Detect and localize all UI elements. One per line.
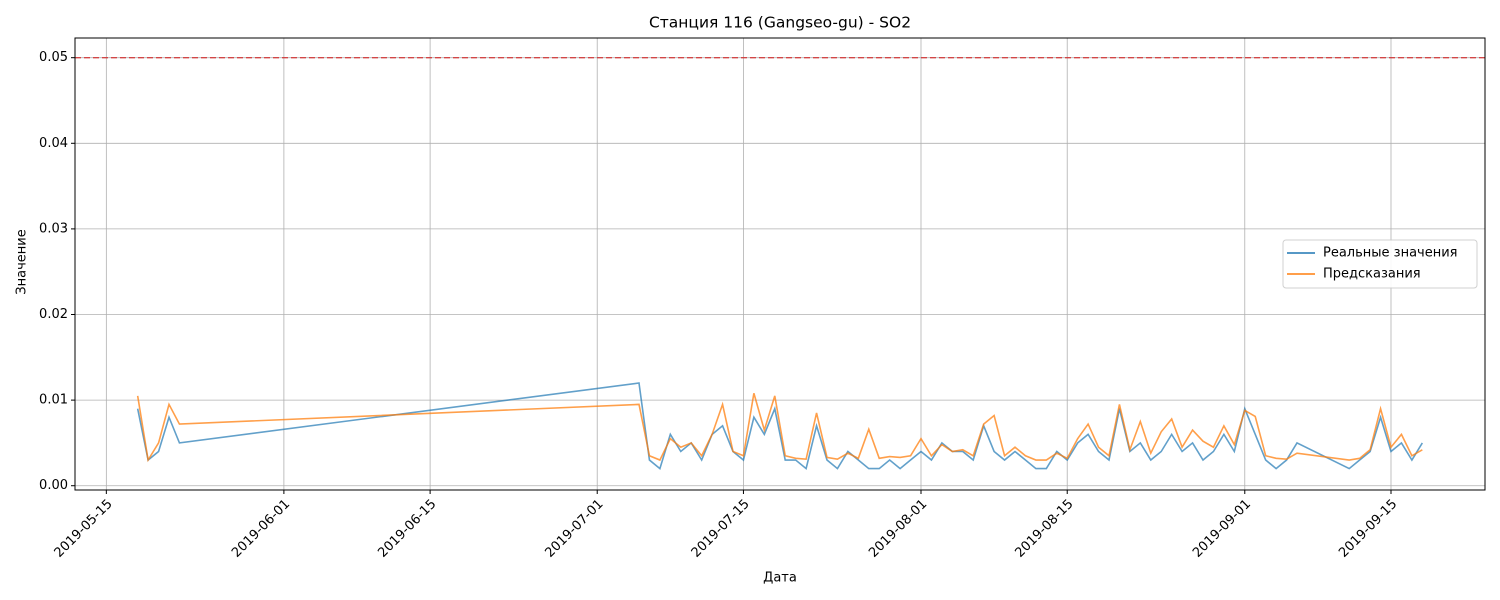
legend-label: Предсказания (1323, 267, 1421, 282)
x-tick-label: 2019-06-01 (229, 497, 293, 561)
legend: Реальные значения Предсказания (1282, 239, 1478, 289)
x-tick-label: 2019-09-15 (1336, 497, 1400, 561)
y-tick-label: 0.04 (39, 136, 68, 151)
legend-box (1282, 239, 1478, 289)
y-tick-label: 0.02 (39, 307, 68, 322)
y-axis-label: Значение (15, 229, 30, 294)
plot-frame (74, 37, 1486, 491)
x-tick-label: 2019-08-15 (1012, 497, 1076, 561)
series-line (136, 393, 1423, 463)
legend-label: Реальные значения (1323, 246, 1458, 261)
x-tick-label: 2019-06-15 (375, 497, 439, 561)
x-axis-label: Дата (763, 571, 797, 586)
chart-title: Станция 116 (Gangseo-gu) - SO2 (649, 14, 911, 32)
y-tick-label: 0.01 (39, 393, 68, 408)
x-tick-label: 2019-07-15 (689, 497, 753, 561)
x-tick-label: 2019-05-15 (52, 497, 116, 561)
y-tick-label: 0.05 (39, 50, 68, 65)
y-tick-label: 0.00 (39, 478, 68, 493)
x-tick-label: 2019-08-01 (866, 497, 930, 561)
x-tick-label: 2019-07-01 (542, 497, 606, 561)
y-tick-label: 0.03 (39, 221, 68, 236)
x-tick-label: 2019-09-01 (1190, 497, 1254, 561)
